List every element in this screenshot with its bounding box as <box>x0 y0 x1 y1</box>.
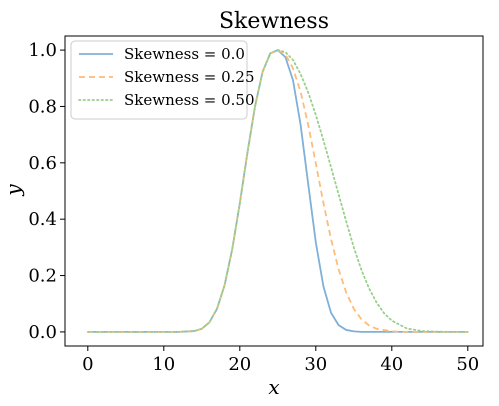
y-tick-label: 0.6 <box>28 153 57 174</box>
x-tick-label: 40 <box>380 354 403 375</box>
x-axis-label: x <box>268 375 279 399</box>
y-tick-label: 0.2 <box>28 266 57 287</box>
x-tick-label: 30 <box>304 354 327 375</box>
x-tick-label: 0 <box>82 354 93 375</box>
y-axis-label: y <box>1 184 25 197</box>
x-tick-label: 20 <box>228 354 251 375</box>
legend-label-2: Skewness = 0.50 <box>124 91 255 109</box>
y-tick-label: 1.0 <box>28 40 57 61</box>
y-tick-label: 0.4 <box>28 209 57 230</box>
legend-box <box>70 40 248 120</box>
y-tick-label: 0.0 <box>28 322 57 343</box>
series-line-2 <box>86 49 469 333</box>
legend-label-0: Skewness = 0.0 <box>124 45 245 63</box>
x-tick-label: 10 <box>152 354 175 375</box>
plot-frame <box>64 35 484 347</box>
y-axis: 0.0 0.2 0.4 0.6 0.8 1.0 <box>28 40 65 343</box>
legend-label-1: Skewness = 0.25 <box>124 68 255 86</box>
legend: Skewness = 0.0 Skewness = 0.25 Skewness = … <box>70 40 255 120</box>
x-axis: 0 10 20 30 40 50 <box>82 346 479 375</box>
y-tick-label: 0.8 <box>28 96 57 117</box>
series-lines <box>86 49 469 333</box>
chart-title: Skewness <box>219 9 329 34</box>
x-tick-label: 50 <box>456 354 479 375</box>
